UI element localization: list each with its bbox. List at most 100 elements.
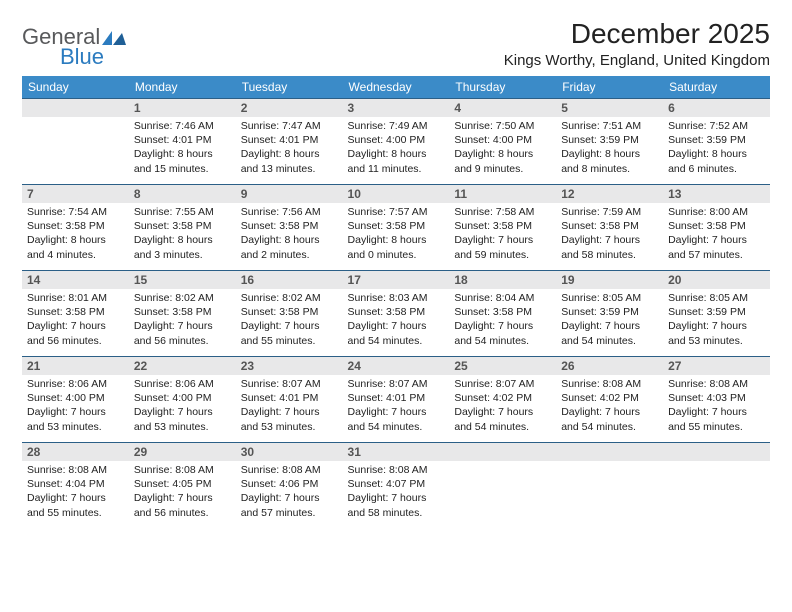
day-info-line: and 9 minutes.: [454, 162, 551, 176]
day-number: 23: [236, 356, 343, 375]
calendar-cell: 17Sunrise: 8:03 AMSunset: 3:58 PMDayligh…: [343, 270, 450, 356]
day-info-line: and 55 minutes.: [668, 420, 765, 434]
weekday-header: Saturday: [663, 76, 770, 98]
day-number: 5: [556, 98, 663, 117]
day-info-line: and 53 minutes.: [241, 420, 338, 434]
calendar-cell: 24Sunrise: 8:07 AMSunset: 4:01 PMDayligh…: [343, 356, 450, 442]
header: General Blue December 2025 Kings Worthy,…: [22, 18, 770, 70]
day-info-line: and 54 minutes.: [348, 420, 445, 434]
day-info-line: Sunrise: 8:05 AM: [561, 291, 658, 305]
day-info-line: and 4 minutes.: [27, 248, 124, 262]
calendar-cell: 12Sunrise: 7:59 AMSunset: 3:58 PMDayligh…: [556, 184, 663, 270]
day-number: 6: [663, 98, 770, 117]
day-info: Sunrise: 8:03 AMSunset: 3:58 PMDaylight:…: [343, 289, 450, 352]
day-info-line: and 55 minutes.: [27, 506, 124, 520]
day-number: 31: [343, 442, 450, 461]
day-info-line: Daylight: 8 hours: [134, 233, 231, 247]
day-number: 29: [129, 442, 236, 461]
calendar-cell: [663, 442, 770, 528]
day-info-line: Sunset: 4:01 PM: [348, 391, 445, 405]
day-info-line: and 6 minutes.: [668, 162, 765, 176]
calendar-cell: 9Sunrise: 7:56 AMSunset: 3:58 PMDaylight…: [236, 184, 343, 270]
calendar-cell: 11Sunrise: 7:58 AMSunset: 3:58 PMDayligh…: [449, 184, 556, 270]
day-info-line: and 54 minutes.: [348, 334, 445, 348]
day-info-line: Sunrise: 8:08 AM: [348, 463, 445, 477]
calendar-cell: 6Sunrise: 7:52 AMSunset: 3:59 PMDaylight…: [663, 98, 770, 184]
day-number: 26: [556, 356, 663, 375]
day-info-line: Sunrise: 7:49 AM: [348, 119, 445, 133]
day-info-line: Daylight: 7 hours: [27, 319, 124, 333]
day-info-line: and 11 minutes.: [348, 162, 445, 176]
day-info-line: Daylight: 8 hours: [561, 147, 658, 161]
day-info-line: and 54 minutes.: [454, 334, 551, 348]
day-info-line: and 57 minutes.: [241, 506, 338, 520]
day-info-line: Sunset: 4:00 PM: [454, 133, 551, 147]
day-info-line: Sunrise: 7:46 AM: [134, 119, 231, 133]
day-info-line: Daylight: 8 hours: [668, 147, 765, 161]
day-info-line: Sunrise: 8:08 AM: [27, 463, 124, 477]
day-info: Sunrise: 8:08 AMSunset: 4:06 PMDaylight:…: [236, 461, 343, 524]
calendar-cell: [449, 442, 556, 528]
day-info-line: Daylight: 7 hours: [561, 319, 658, 333]
day-info-line: Sunrise: 8:06 AM: [134, 377, 231, 391]
day-info: Sunrise: 7:52 AMSunset: 3:59 PMDaylight:…: [663, 117, 770, 180]
day-info-line: Daylight: 7 hours: [454, 405, 551, 419]
calendar-cell: 27Sunrise: 8:08 AMSunset: 4:03 PMDayligh…: [663, 356, 770, 442]
calendar-cell: 16Sunrise: 8:02 AMSunset: 3:58 PMDayligh…: [236, 270, 343, 356]
calendar-cell: 22Sunrise: 8:06 AMSunset: 4:00 PMDayligh…: [129, 356, 236, 442]
day-info-line: Sunset: 3:58 PM: [241, 219, 338, 233]
day-info: Sunrise: 7:56 AMSunset: 3:58 PMDaylight:…: [236, 203, 343, 266]
calendar-cell: 28Sunrise: 8:08 AMSunset: 4:04 PMDayligh…: [22, 442, 129, 528]
day-info-line: Daylight: 7 hours: [668, 319, 765, 333]
day-number: 18: [449, 270, 556, 289]
day-number: 15: [129, 270, 236, 289]
day-info-line: and 56 minutes.: [134, 334, 231, 348]
day-info-line: Sunrise: 7:47 AM: [241, 119, 338, 133]
day-info-line: Sunrise: 8:02 AM: [134, 291, 231, 305]
weekday-header: Wednesday: [343, 76, 450, 98]
day-info: Sunrise: 7:57 AMSunset: 3:58 PMDaylight:…: [343, 203, 450, 266]
day-info-line: and 2 minutes.: [241, 248, 338, 262]
day-number: 30: [236, 442, 343, 461]
calendar-cell: 23Sunrise: 8:07 AMSunset: 4:01 PMDayligh…: [236, 356, 343, 442]
day-info-line: Daylight: 7 hours: [668, 233, 765, 247]
day-info-line: Daylight: 7 hours: [27, 405, 124, 419]
day-info-line: and 13 minutes.: [241, 162, 338, 176]
day-info-line: and 58 minutes.: [348, 506, 445, 520]
day-number: 7: [22, 184, 129, 203]
day-number: 9: [236, 184, 343, 203]
day-info-line: Sunset: 3:58 PM: [668, 219, 765, 233]
day-info-line: Daylight: 7 hours: [561, 233, 658, 247]
day-info: Sunrise: 8:06 AMSunset: 4:00 PMDaylight:…: [129, 375, 236, 438]
day-info-line: Sunrise: 7:56 AM: [241, 205, 338, 219]
day-info-line: Sunrise: 8:05 AM: [668, 291, 765, 305]
calendar-cell: 10Sunrise: 7:57 AMSunset: 3:58 PMDayligh…: [343, 184, 450, 270]
day-info: Sunrise: 8:04 AMSunset: 3:58 PMDaylight:…: [449, 289, 556, 352]
day-info-line: Sunrise: 7:50 AM: [454, 119, 551, 133]
calendar-cell: 20Sunrise: 8:05 AMSunset: 3:59 PMDayligh…: [663, 270, 770, 356]
day-info: Sunrise: 7:47 AMSunset: 4:01 PMDaylight:…: [236, 117, 343, 180]
day-info: Sunrise: 8:08 AMSunset: 4:03 PMDaylight:…: [663, 375, 770, 438]
day-info-line: and 0 minutes.: [348, 248, 445, 262]
calendar-cell: 25Sunrise: 8:07 AMSunset: 4:02 PMDayligh…: [449, 356, 556, 442]
day-info-line: Daylight: 7 hours: [561, 405, 658, 419]
day-info-line: Sunset: 3:58 PM: [561, 219, 658, 233]
day-number: 12: [556, 184, 663, 203]
day-number: 16: [236, 270, 343, 289]
day-info-line: Sunrise: 8:08 AM: [241, 463, 338, 477]
day-info-line: Sunset: 3:58 PM: [134, 305, 231, 319]
day-info-line: Sunset: 3:58 PM: [134, 219, 231, 233]
day-number: 11: [449, 184, 556, 203]
day-info: Sunrise: 7:54 AMSunset: 3:58 PMDaylight:…: [22, 203, 129, 266]
day-info-line: and 54 minutes.: [454, 420, 551, 434]
day-info-line: Sunset: 3:58 PM: [348, 305, 445, 319]
calendar-week-row: 28Sunrise: 8:08 AMSunset: 4:04 PMDayligh…: [22, 442, 770, 528]
location-text: Kings Worthy, England, United Kingdom: [504, 52, 770, 69]
calendar-cell: 26Sunrise: 8:08 AMSunset: 4:02 PMDayligh…: [556, 356, 663, 442]
day-info: Sunrise: 7:58 AMSunset: 3:58 PMDaylight:…: [449, 203, 556, 266]
day-info: Sunrise: 8:07 AMSunset: 4:02 PMDaylight:…: [449, 375, 556, 438]
calendar-cell: 13Sunrise: 8:00 AMSunset: 3:58 PMDayligh…: [663, 184, 770, 270]
day-number: 17: [343, 270, 450, 289]
day-number: 2: [236, 98, 343, 117]
weekday-header: Monday: [129, 76, 236, 98]
